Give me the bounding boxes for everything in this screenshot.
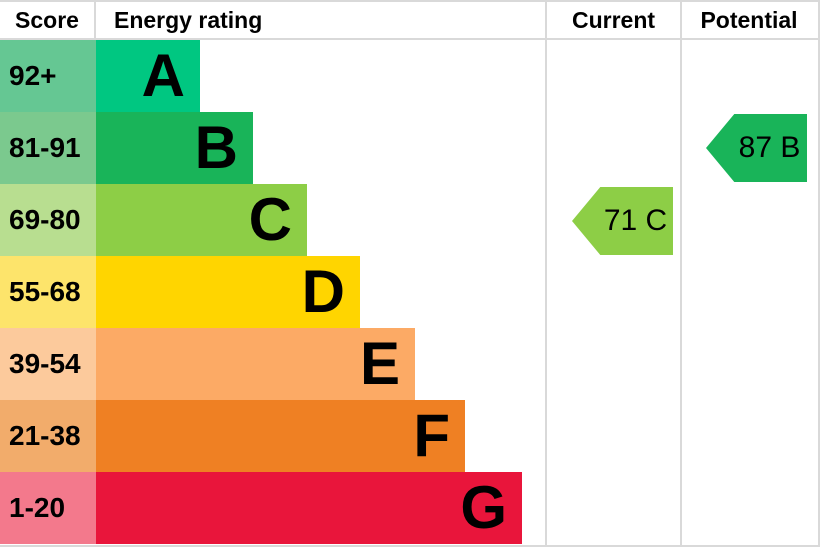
band-bar: E: [96, 328, 415, 400]
band-letter: B: [194, 114, 238, 181]
band-row-d: 55-68 D: [0, 256, 522, 328]
band-bar: C: [96, 184, 307, 256]
band-letter: F: [413, 402, 450, 469]
energy-rating-column-header: Energy rating: [114, 6, 263, 33]
band-score-cell: 69-80: [0, 184, 96, 256]
band-bar: G: [96, 472, 522, 544]
band-score-cell: 55-68: [0, 256, 96, 328]
score-column-header: Score: [0, 2, 96, 38]
band-row-a: 92+ A: [0, 40, 522, 112]
current-rating-arrow: 71 C: [572, 187, 673, 255]
band-letter: A: [141, 42, 185, 109]
band-letter: D: [301, 258, 345, 325]
current-rating-label: 71 C: [603, 204, 668, 237]
band-score-cell: 39-54: [0, 328, 96, 400]
current-rating-arrow-shape: 71 C: [572, 187, 673, 255]
band-score-cell: 21-38: [0, 400, 96, 472]
band-letter: E: [359, 330, 400, 397]
band-bar: A: [96, 40, 200, 112]
band-score-cell: 1-20: [0, 472, 96, 544]
band-score-cell: 81-91: [0, 112, 96, 184]
rating-bands: 92+ A 81-91 B 69-80 C 55-68 D 39-54 E 21…: [0, 40, 522, 544]
band-row-c: 69-80 C: [0, 184, 522, 256]
band-bar: D: [96, 256, 360, 328]
band-bar: B: [96, 112, 253, 184]
potential-column-divider: [680, 2, 682, 545]
current-column-divider: [545, 2, 547, 545]
potential-rating-label: 87 B: [738, 131, 801, 164]
potential-rating-arrow-shape: 87 B: [706, 114, 807, 182]
band-row-g: 1-20 G: [0, 472, 522, 544]
band-score-cell: 92+: [0, 40, 96, 112]
potential-column-header: Potential: [700, 6, 798, 33]
band-letter: C: [248, 186, 292, 253]
band-letter: G: [460, 474, 507, 541]
current-column-header: Current: [571, 6, 656, 33]
potential-rating-arrow: 87 B: [706, 114, 807, 182]
band-row-f: 21-38 F: [0, 400, 522, 472]
band-row-e: 39-54 E: [0, 328, 522, 400]
chart-header: Score Energy rating Current Potential: [0, 2, 818, 40]
band-bar: F: [96, 400, 465, 472]
band-row-b: 81-91 B: [0, 112, 522, 184]
